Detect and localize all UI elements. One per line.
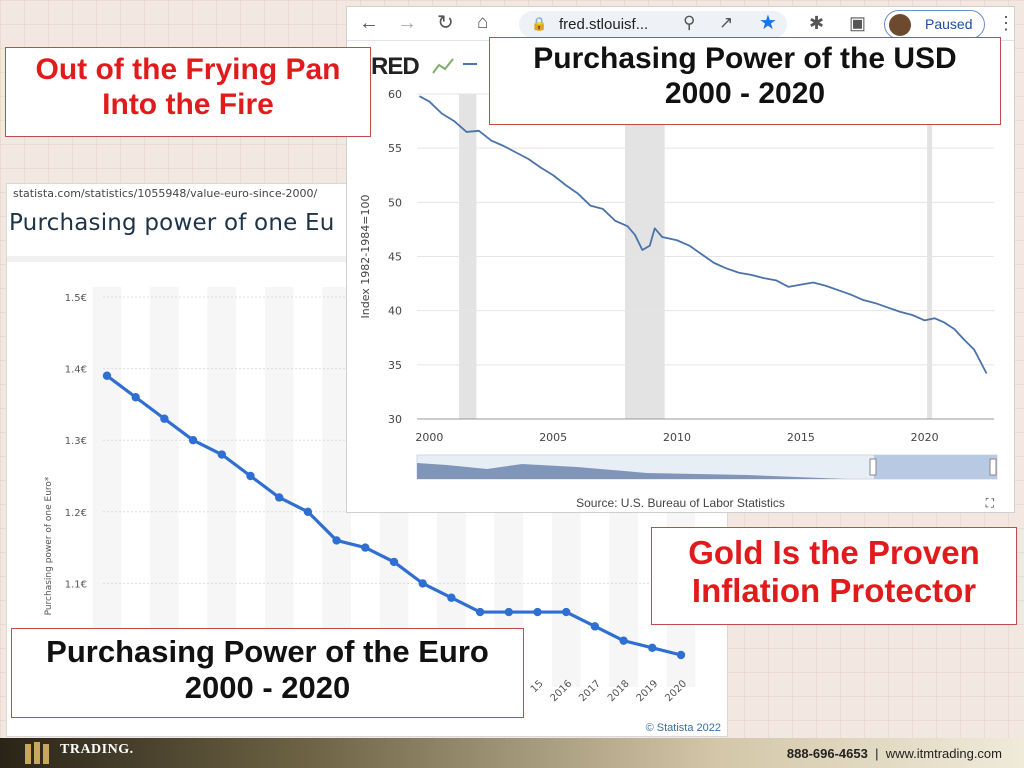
euro-data-point: [562, 607, 571, 617]
euro-column-band: [150, 287, 179, 687]
euro-y-tick-label: 1.5€: [65, 293, 87, 304]
euro-x-tick-label: 15: [529, 678, 546, 695]
callout-usd-line2: 2000 - 2020: [664, 76, 826, 110]
callout-frying-pan: Out of the Frying Pan Into the Fire: [5, 47, 371, 137]
callout-gold: Gold Is the Proven Inflation Protector: [651, 527, 1017, 625]
address-bar[interactable]: 🔒 fred.stlouisf...: [519, 11, 787, 38]
footer-bar: TRADING. 888-696-4653 | www.itmtrading.c…: [0, 738, 1024, 768]
euro-y-tick-label: 1.4€: [65, 365, 87, 376]
fred-navigator-handle-right: [989, 458, 997, 476]
callout-gold-line2: Inflation Protector: [691, 571, 977, 609]
euro-data-point: [246, 471, 255, 481]
callout-frying-line2: Into the Fire: [102, 87, 274, 121]
fred-logo: RED: [371, 53, 420, 80]
fred-navigator-series: [417, 463, 997, 479]
euro-data-point: [275, 493, 284, 502]
fred-x-tick-label: 2010: [663, 431, 691, 444]
itm-logo-icon: [25, 742, 49, 764]
statista-url: statista.com/statistics/1055948/value-eu…: [13, 187, 318, 200]
paused-label: Paused: [925, 16, 973, 32]
usd-chart: 30 35 40 45 50 55 60 2000 2005 2010 2015 2020 Index …: [359, 58, 998, 480]
euro-x-tick-label: 2017: [577, 678, 603, 704]
fred-x-tick-label: 2000: [415, 431, 443, 444]
euro-data-point: [303, 507, 313, 516]
menu-icon[interactable]: ⋮: [997, 13, 1015, 33]
euro-data-point: [188, 436, 198, 445]
statista-chart-title: Purchasing power of one Eu: [9, 210, 335, 236]
euro-y-axis-label: Purchasing power of one Euro*: [44, 476, 54, 615]
statista-credit: © Statista 2022: [645, 722, 721, 734]
home-icon[interactable]: ⌂: [477, 12, 489, 33]
footer-phone: 888-696-4653: [786, 746, 868, 761]
fred-y-tick-label: 35: [388, 359, 402, 372]
footer-brand: TRADING.: [60, 742, 134, 757]
euro-data-point: [648, 643, 657, 653]
euro-data-point: [332, 536, 341, 545]
lock-icon: 🔒: [531, 16, 548, 31]
euro-y-tick-label: 1.2€: [65, 508, 87, 519]
forward-icon[interactable]: →: [397, 12, 417, 34]
callout-frying-line1: Out of the Frying Pan: [35, 53, 341, 86]
euro-data-point: [102, 371, 112, 380]
fred-y-tick-label: 60: [388, 88, 402, 101]
footer-website[interactable]: www.itmtrading.com: [885, 746, 1002, 761]
euro-data-point: [389, 557, 399, 567]
fred-y-axis-label: Index 1982-1984=100: [359, 195, 372, 319]
euro-data-point: [676, 650, 686, 660]
fred-navigator-handle-left: [869, 458, 877, 476]
euro-column-band: [264, 287, 294, 687]
share-icon[interactable]: ↗: [719, 13, 734, 32]
fred-y-tick-label: 30: [388, 413, 402, 426]
fred-y-tick-label: 55: [388, 142, 402, 155]
euro-data-point: [590, 622, 600, 631]
euro-data-point: [475, 607, 485, 617]
callout-usd-line1: Purchasing Power of the USD: [533, 42, 957, 75]
fred-y-tick-label: 45: [388, 251, 402, 264]
footer-divider: |: [871, 746, 886, 761]
fred-x-tick-label: 2015: [787, 431, 815, 444]
fred-source: Source: U.S. Bureau of Labor Statistics: [576, 496, 785, 510]
euro-data-point: [131, 393, 140, 402]
fred-y-tick-label: 50: [388, 196, 402, 209]
address-url: fred.stlouisf...: [559, 16, 649, 33]
euro-data-point: [418, 579, 427, 588]
euro-y-tick-label: 1.3€: [65, 436, 87, 447]
fred-x-tick-label: 2020: [911, 431, 939, 444]
euro-data-point: [447, 593, 456, 602]
euro-column-band: [92, 287, 122, 687]
fred-x-tick-label: 2005: [539, 431, 567, 444]
avatar: [889, 14, 911, 36]
euro-column-band: [207, 287, 237, 687]
browser-toolbar: ← → ↻ ⌂ 🔒 fred.stlouisf... ⚲ ↗ ★ ✱ ▣ Pau…: [347, 7, 1014, 41]
euro-y-tick-label: 1.1€: [65, 579, 87, 590]
sidepanel-icon[interactable]: ▣: [849, 13, 867, 33]
euro-x-tick-label: 2019: [635, 678, 661, 704]
fred-navigator-selection: [874, 455, 997, 479]
callout-euro-line2: 2000 - 2020: [184, 669, 351, 705]
callout-usd-title: Purchasing Power of the USD 2000 - 2020: [489, 37, 1001, 125]
zoom-icon[interactable]: ⚲: [683, 13, 696, 32]
callout-euro-title: Purchasing Power of the Euro 2000 - 2020: [11, 628, 524, 718]
bookmark-star-icon[interactable]: ★: [759, 12, 777, 34]
fullscreen-icon[interactable]: ⛶: [985, 496, 994, 510]
callout-euro-line1: Purchasing Power of the Euro: [46, 634, 489, 669]
euro-data-point: [533, 607, 542, 617]
euro-data-point: [217, 450, 226, 459]
profile-paused-button[interactable]: Paused: [884, 10, 985, 39]
extensions-icon[interactable]: ✱: [809, 13, 825, 33]
fred-series-line: [419, 95, 988, 374]
euro-data-point: [619, 636, 628, 645]
fred-y-tick-label: 40: [388, 305, 402, 318]
fred-logo-graph-icon: [432, 58, 454, 74]
euro-data-point: [160, 414, 169, 423]
back-icon[interactable]: ←: [359, 12, 379, 34]
reload-icon[interactable]: ↻: [437, 12, 454, 34]
callout-gold-line1: Gold Is the Proven: [688, 534, 980, 571]
euro-data-point: [504, 607, 513, 617]
euro-data-point: [361, 543, 370, 552]
footer-contact: 888-696-4653 | www.itmtrading.com: [787, 746, 1002, 761]
